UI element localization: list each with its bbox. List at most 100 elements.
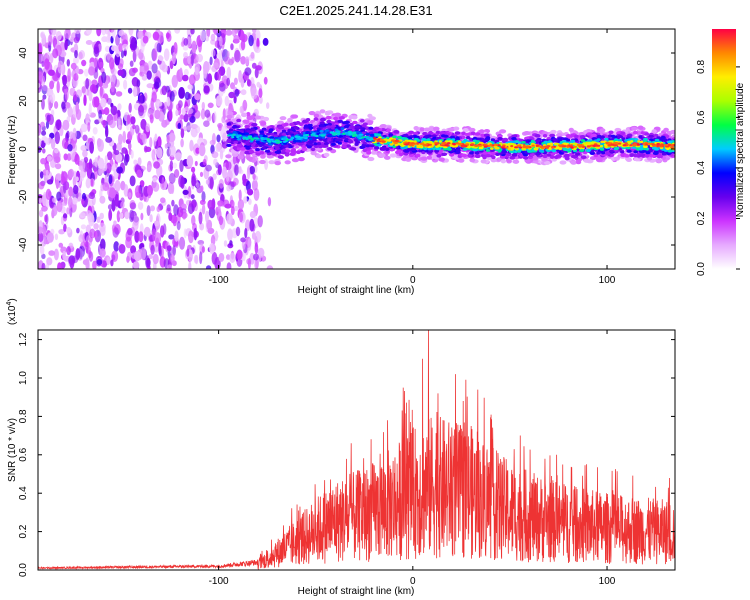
signal-blob — [449, 153, 455, 157]
noise-blob — [152, 228, 156, 242]
noise-blob — [233, 34, 240, 44]
signal-blob — [369, 144, 375, 148]
signal-blob — [604, 145, 608, 149]
noise-blob — [45, 169, 49, 177]
signal-blob — [334, 128, 339, 132]
signal-blob — [549, 155, 555, 159]
noise-blob — [100, 97, 107, 108]
noise-blob — [147, 184, 153, 196]
signal-blob — [326, 134, 333, 138]
signal-blob — [416, 145, 421, 148]
noise-blob — [149, 214, 153, 223]
noise-blob — [79, 172, 84, 182]
noise-blob — [217, 205, 221, 213]
signal-blob — [435, 145, 439, 148]
signal-blob — [490, 138, 496, 142]
signal-blob — [632, 130, 639, 135]
noise-blob — [194, 62, 200, 75]
signal-blob — [259, 134, 264, 138]
noise-blob — [39, 245, 45, 255]
noise-blob — [199, 222, 205, 231]
noise-blob — [82, 259, 90, 266]
signal-blob — [319, 138, 323, 141]
noise-blob — [41, 262, 46, 269]
signal-blob — [633, 150, 638, 154]
noise-blob — [171, 260, 177, 267]
noise-blob — [212, 29, 219, 34]
signal-blob — [637, 140, 641, 143]
noise-blob — [87, 122, 91, 132]
signal-blob — [285, 149, 291, 153]
noise-blob — [137, 201, 144, 210]
noise-blob — [168, 234, 175, 240]
noise-blob — [262, 37, 269, 46]
signal-blob — [392, 135, 397, 139]
noise-blob — [101, 71, 107, 84]
signal-blob — [426, 134, 432, 138]
signal-blob — [570, 139, 576, 143]
noise-blob — [205, 179, 210, 185]
noise-blob — [239, 105, 245, 114]
noise-blob — [168, 109, 173, 121]
noise-blob — [240, 56, 247, 65]
noise-blob — [142, 35, 149, 44]
noise-blob — [234, 164, 239, 176]
signal-blob — [461, 153, 468, 158]
noise-blob — [198, 211, 203, 225]
noise-blob — [247, 79, 252, 87]
signal-blob — [365, 144, 371, 148]
noise-blob — [200, 108, 206, 120]
signal-blob — [474, 132, 481, 136]
noise-blob — [80, 145, 87, 152]
signal-blob — [648, 134, 654, 138]
noise-blob — [88, 158, 93, 170]
noise-blob — [186, 248, 190, 257]
noise-blob — [104, 45, 111, 53]
noise-blob — [183, 126, 187, 132]
noise-blob — [81, 198, 85, 205]
signal-blob — [425, 141, 431, 144]
noise-blob — [131, 252, 138, 259]
noise-blob — [166, 96, 171, 107]
noise-blob — [81, 59, 87, 67]
noise-blob — [213, 111, 217, 123]
noise-blob — [199, 30, 207, 42]
signal-blob — [310, 147, 316, 152]
signal-blob — [667, 140, 673, 144]
noise-blob — [172, 52, 176, 65]
noise-blob — [231, 29, 237, 37]
signal-blob — [426, 155, 432, 160]
noise-blob — [199, 171, 204, 177]
signal-blob — [600, 140, 604, 144]
noise-blob — [158, 242, 162, 255]
noise-blob — [266, 265, 274, 269]
signal-blob — [354, 139, 359, 142]
signal-blob — [458, 158, 465, 163]
noise-blob — [106, 256, 111, 266]
noise-blob — [205, 265, 212, 269]
signal-blob — [274, 134, 278, 138]
signal-blob — [324, 111, 331, 116]
signal-blob — [388, 133, 394, 137]
noise-blob — [207, 102, 214, 109]
signal-blob — [334, 112, 342, 117]
noise-blob — [168, 172, 176, 184]
noise-blob — [154, 109, 161, 120]
signal-blob — [324, 129, 330, 132]
signal-blob — [379, 124, 387, 129]
signal-blob — [371, 150, 378, 155]
noise-blob — [146, 257, 151, 268]
signal-blob — [465, 136, 471, 140]
noise-blob — [61, 101, 66, 110]
signal-blob — [308, 137, 313, 141]
noise-blob — [246, 166, 251, 180]
noise-blob — [226, 77, 231, 86]
noise-blob — [233, 77, 238, 86]
signal-blob — [236, 137, 242, 141]
signal-blob — [509, 155, 516, 160]
noise-blob — [43, 191, 47, 202]
signal-blob — [300, 144, 307, 149]
signal-blob — [631, 126, 638, 131]
noise-blob — [88, 89, 93, 102]
noise-blob — [81, 86, 86, 94]
